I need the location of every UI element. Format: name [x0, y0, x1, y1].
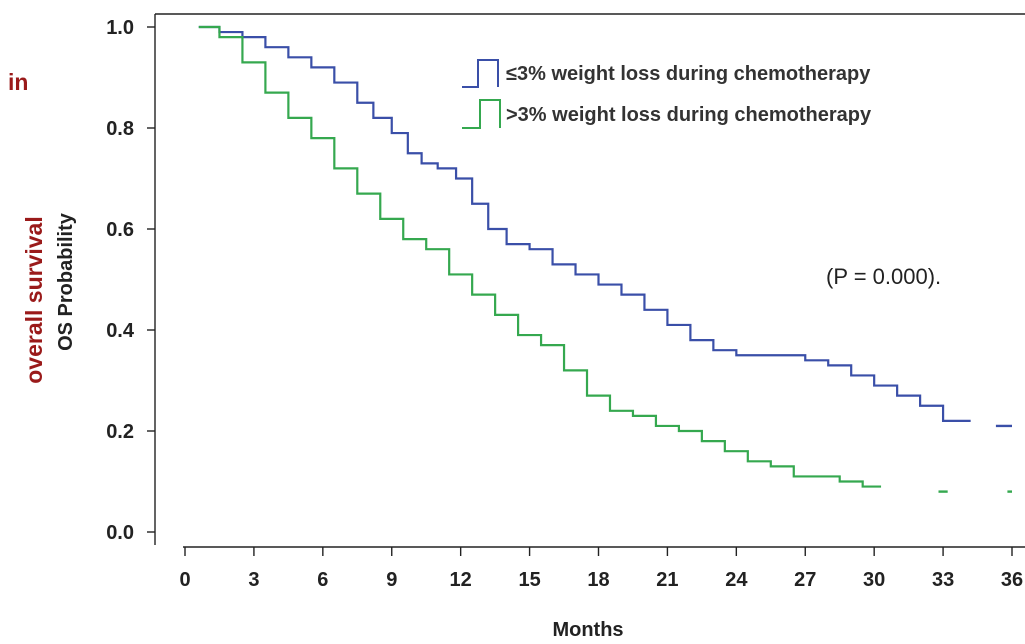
y-tick-label: 0.8	[106, 118, 134, 140]
x-axis-ticks: 0 3 6 9 12 15 18 21 24 27 30 33 36	[179, 547, 1023, 591]
legend-label-series-1: ≤3% weight loss during chemotherapy	[506, 63, 871, 85]
x-tick-label: 18	[587, 569, 609, 591]
series-2-line	[198, 25, 882, 488]
x-tick-label: 0	[179, 569, 190, 591]
x-tick-label: 3	[248, 569, 259, 591]
y-tick-label: 1.0	[106, 17, 134, 39]
x-tick-label: 21	[656, 569, 678, 591]
x-tick-label: 33	[932, 569, 954, 591]
y-axis-overlay-label: overall survival	[21, 216, 47, 384]
y-axis-ticks: 0.0 0.2 0.4 0.6 0.8 1.0	[106, 17, 155, 544]
x-tick-label: 12	[450, 569, 472, 591]
p-value-annotation: (P = 0.000).	[826, 264, 941, 289]
x-tick-label: 6	[317, 569, 328, 591]
x-tick-label: 15	[518, 569, 540, 591]
x-tick-label: 36	[1001, 569, 1023, 591]
y-tick-label: 0.6	[106, 219, 134, 241]
legend-swatch-series-1	[462, 59, 499, 88]
series-layer	[198, 25, 1012, 493]
x-tick-label: 27	[794, 569, 816, 591]
legend-swatch-series-2	[462, 99, 501, 129]
x-tick-label: 24	[725, 569, 748, 591]
y-axis-title: OS Probability	[55, 212, 77, 351]
x-tick-label: 9	[386, 569, 397, 591]
legend-label-series-2: >3% weight loss during chemotherapy	[506, 104, 872, 126]
y-tick-label: 0.2	[106, 421, 134, 443]
y-tick-label: 0.4	[106, 320, 135, 342]
y-tick-label: 0.0	[106, 522, 134, 544]
series-1-line	[198, 25, 971, 422]
x-axis-title: Months	[552, 619, 623, 641]
x-tick-label: 30	[863, 569, 885, 591]
corner-text: in	[8, 69, 28, 95]
legend: ≤3% weight loss during chemotherapy >3% …	[462, 59, 872, 129]
